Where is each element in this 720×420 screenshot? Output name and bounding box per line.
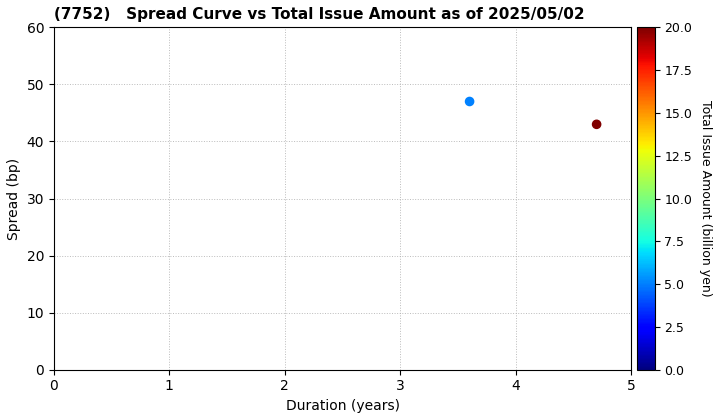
X-axis label: Duration (years): Duration (years): [286, 399, 400, 413]
Text: (7752)   Spread Curve vs Total Issue Amount as of 2025/05/02: (7752) Spread Curve vs Total Issue Amoun…: [54, 7, 585, 22]
Point: [464, 98, 475, 105]
Y-axis label: Total Issue Amount (billion yen): Total Issue Amount (billion yen): [698, 100, 711, 297]
Y-axis label: Spread (bp): Spread (bp): [7, 158, 21, 239]
Point: [591, 121, 603, 128]
